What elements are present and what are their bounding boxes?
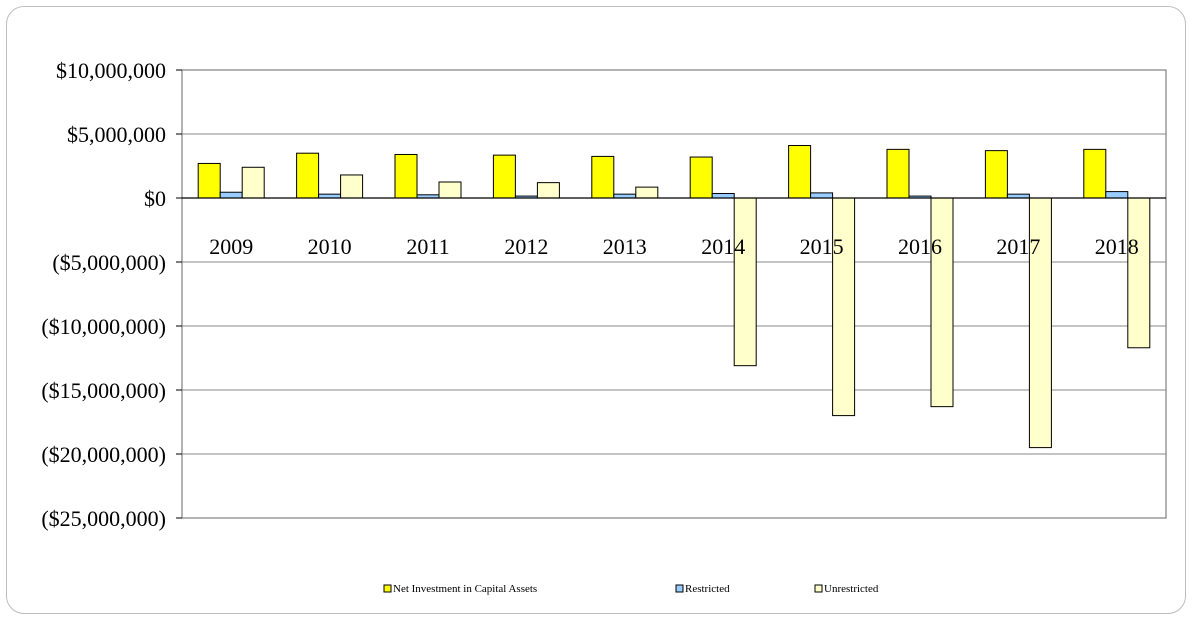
y-tick-label: ($10,000,000) [41,314,166,339]
y-tick-label: ($20,000,000) [41,442,166,467]
bar-unrestricted-2015 [832,197,856,417]
bar-net-investment-in-capital-assets-2015 [788,145,812,199]
gridlines [182,69,1166,519]
bar-net-investment-in-capital-assets-2017 [984,150,1008,199]
bar-net-investment-in-capital-assets-2016 [886,148,910,199]
plot-border [181,69,1167,519]
y-tick-label: ($5,000,000) [52,250,166,275]
y-tick-label: ($25,000,000) [41,506,166,531]
y-axis-ticks: $10,000,000 $5,000,000 $0 ($5,000,000) ($10,… [41,58,182,531]
bars [182,145,1166,449]
bar-net-investment-in-capital-assets-2011 [394,153,418,199]
legend-swatch [814,584,823,593]
legend-label: Unrestricted [824,583,879,595]
bar-net-investment-in-capital-assets-2014 [689,156,713,199]
legend-swatch [675,584,684,593]
category-label: 2011 [406,234,449,259]
category-label: 2018 [1095,234,1139,259]
bar-unrestricted-2018 [1127,197,1151,349]
category-label: 2013 [603,234,647,259]
chart-frame [6,6,1186,614]
legend-label: Restricted [685,583,730,595]
category-label: 2017 [996,234,1040,259]
legend-swatch [383,584,392,593]
category-label: 2010 [308,234,352,259]
category-label: 2014 [701,234,745,259]
category-label: 2016 [898,234,942,259]
bar-net-investment-in-capital-assets-2009 [197,162,221,199]
y-tick-label: $10,000,000 [56,58,166,83]
bar-unrestricted-2014 [733,197,757,367]
bar-net-investment-in-capital-assets-2010 [296,152,320,199]
bar-net-investment-in-capital-assets-2013 [591,155,615,199]
category-label: 2009 [209,234,253,259]
y-tick-label: $0 [144,186,166,211]
y-tick-label: ($15,000,000) [41,378,166,403]
bar-unrestricted-2011 [438,181,462,199]
y-tick-label: $5,000,000 [67,122,166,147]
legend: Net Investment in Capital Assets Restrict… [383,583,879,595]
legend-label: Net Investment in Capital Assets [393,583,537,595]
category-labels: 2009 2010 2011 2012 2013 2014 2015 2016 2017 2018 [209,234,1139,259]
bar-unrestricted-2012 [536,182,560,199]
bar-restricted-2018 [1105,191,1129,199]
bar-restricted-2015 [810,192,834,199]
bar-restricted-2009 [219,191,243,199]
bar-restricted-2014 [711,193,735,199]
category-label: 2015 [800,234,844,259]
bar-net-investment-in-capital-assets-2012 [492,154,516,199]
bar-unrestricted-2013 [635,186,659,199]
bar-unrestricted-2010 [340,174,364,199]
category-label: 2012 [504,234,548,259]
bar-unrestricted-2009 [241,166,265,199]
plot-area [181,69,1167,519]
bar-unrestricted-2016 [930,197,954,408]
bar-net-investment-in-capital-assets-2018 [1083,148,1107,199]
